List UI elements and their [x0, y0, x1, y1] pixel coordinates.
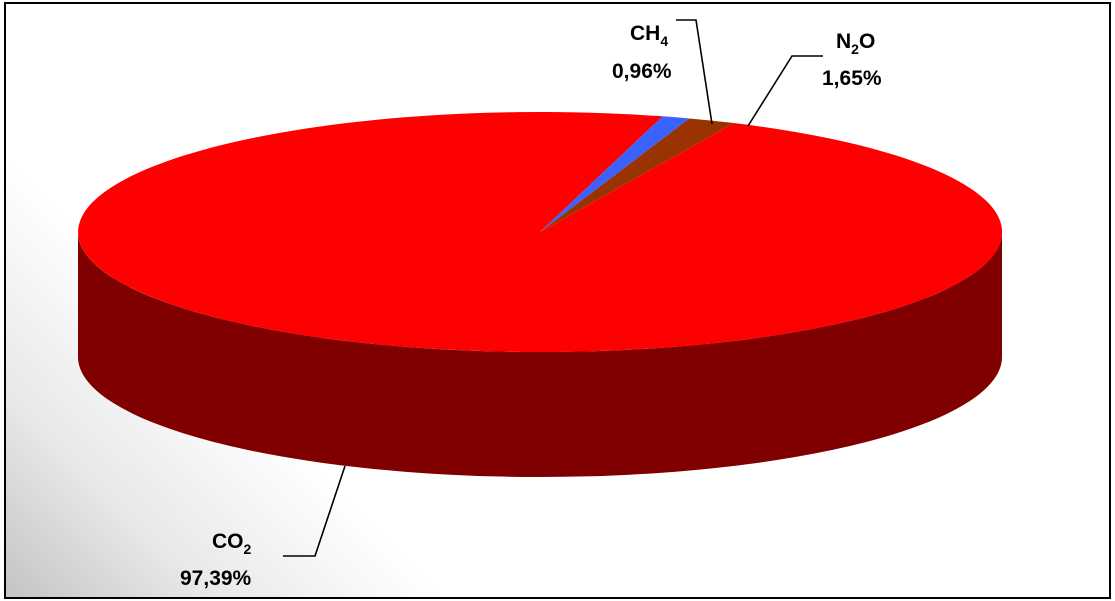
n2o-label: N2O — [836, 30, 875, 57]
ch4-label: CH4 — [630, 22, 668, 49]
co2-label: CO2 — [212, 530, 252, 557]
pie-side-walls — [78, 232, 1002, 477]
ch4-value: 0,96% — [612, 60, 672, 83]
co2-slice-side — [78, 232, 1002, 477]
ch4-slice — [540, 116, 690, 232]
pie-top-faces — [78, 112, 1003, 353]
n2o-value: 1,65% — [822, 67, 882, 90]
n2o-leader-line — [747, 55, 823, 127]
co2-leader-line — [283, 465, 346, 557]
n2o-slice — [540, 118, 734, 232]
co2-slice — [78, 112, 1003, 353]
leader-lines — [283, 19, 823, 557]
ch4-leader-line — [676, 19, 713, 125]
co2-value: 97,39% — [180, 567, 252, 590]
